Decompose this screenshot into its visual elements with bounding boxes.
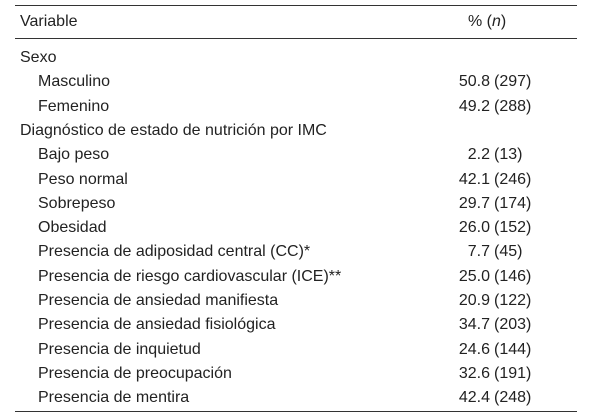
row-count: (203) bbox=[494, 316, 532, 334]
row-label: Presencia de ansiedad fisiológica bbox=[38, 316, 276, 334]
row-count: (152) bbox=[494, 219, 532, 237]
row-label: Presencia de riesgo cardiovascular (ICE)… bbox=[38, 267, 342, 285]
row-label: Presencia de adiposidad central (CC)* bbox=[38, 243, 311, 261]
row-label: Presencia de preocupación bbox=[38, 364, 232, 382]
row-percent: 49.2 bbox=[458, 97, 490, 115]
row-percent: 42.1 bbox=[458, 170, 490, 188]
row-label: Femenino bbox=[38, 97, 110, 115]
bottom-rule bbox=[15, 411, 577, 412]
row-count: (13) bbox=[494, 146, 523, 164]
row-count: (146) bbox=[494, 267, 532, 285]
row-label: Obesidad bbox=[38, 219, 107, 237]
header-variable: Variable bbox=[20, 13, 78, 30]
row-label: Peso normal bbox=[38, 170, 128, 188]
header-rule bbox=[15, 38, 577, 39]
row-count: (246) bbox=[494, 170, 532, 188]
row-count: (297) bbox=[494, 73, 532, 91]
row-percent: 25.0 bbox=[458, 267, 490, 285]
header-value: % (n) bbox=[468, 12, 506, 32]
row-percent: 50.8 bbox=[458, 73, 490, 91]
section-label: Diagnóstico de estado de nutrición por I… bbox=[20, 121, 327, 139]
row-percent: 26.0 bbox=[458, 219, 490, 237]
row-count: (288) bbox=[494, 97, 532, 115]
row-label: Presencia de inquietud bbox=[38, 340, 201, 358]
row-count: (191) bbox=[494, 364, 532, 382]
row-percent: 24.6 bbox=[458, 340, 490, 358]
row-count: (122) bbox=[494, 292, 532, 309]
header-suffix: ) bbox=[500, 13, 507, 30]
row-percent: 32.6 bbox=[458, 364, 490, 382]
row-percent: 7.7 bbox=[467, 243, 490, 261]
row-percent: 2.2 bbox=[467, 146, 490, 164]
row-count: (248) bbox=[494, 389, 532, 407]
header-n: n bbox=[492, 13, 501, 30]
header-prefix: % ( bbox=[468, 13, 492, 30]
top-rule bbox=[15, 5, 577, 6]
row-percent: 29.7 bbox=[458, 194, 490, 212]
row-label: Masculino bbox=[38, 73, 111, 91]
row-label: Presencia de ansiedad manifiesta bbox=[38, 292, 279, 309]
row-label: Presencia de mentira bbox=[38, 389, 190, 407]
row-count: (174) bbox=[494, 194, 532, 212]
row-label: Bajo peso bbox=[38, 146, 110, 164]
row-percent: 34.7 bbox=[458, 316, 490, 334]
row-percent: 42.4 bbox=[458, 389, 490, 407]
section-label: Sexo bbox=[20, 49, 57, 66]
row-label: Sobrepeso bbox=[38, 194, 116, 212]
row-percent: 20.9 bbox=[458, 292, 490, 309]
row-count: (144) bbox=[494, 340, 532, 358]
row-count: (45) bbox=[494, 243, 523, 261]
